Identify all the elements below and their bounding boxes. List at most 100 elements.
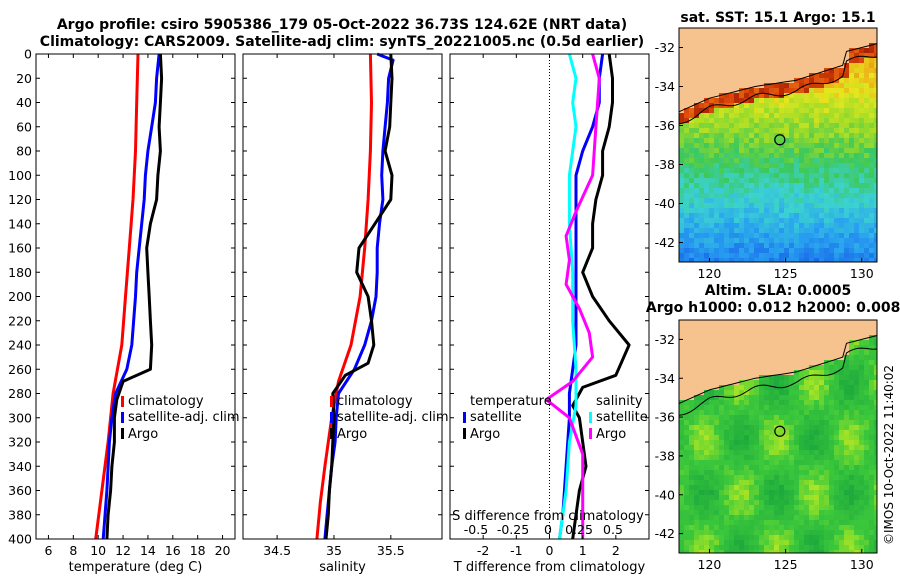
map-cell [799,365,804,370]
map-cell [729,198,734,203]
map-cell [829,405,834,410]
map-cell [784,450,789,455]
map-cell [779,320,784,325]
map-cell [694,470,699,475]
map-cell [864,395,869,400]
map-cell [784,340,789,345]
map-cell [864,470,869,475]
map-cell [679,420,684,425]
map-cell [819,365,824,370]
map-cell [869,385,874,390]
map-cell [854,470,859,475]
map-cell [769,490,774,495]
map-cell [734,183,739,188]
map-cell [709,340,714,345]
map-cell [684,118,689,123]
map-cell [789,83,794,88]
map-cell [704,410,709,415]
map-cell [739,390,744,395]
map-cell [804,103,809,108]
map-cell [699,450,704,455]
map-cell [829,465,834,470]
map-cell [809,28,814,33]
map-cell [794,400,799,405]
map-cell [754,133,759,138]
map-cell [834,550,839,553]
map-cell [869,515,874,520]
map-cell [719,158,724,163]
map-cell [774,475,779,480]
map-cell [759,365,764,370]
map-cell [844,38,849,43]
map-cell [764,143,769,148]
map-cell [709,420,714,425]
map-cell [814,53,819,58]
map-cell [769,248,774,253]
map-cell [849,108,854,113]
map-cell [789,243,794,248]
map-cell [824,425,829,430]
map-cell [749,153,754,158]
map-cell [734,320,739,325]
map-cell [799,53,804,58]
map-cell [809,510,814,515]
map-cell [774,480,779,485]
map-cell [749,103,754,108]
map-cell [724,248,729,253]
map-cell [744,520,749,525]
map-cell [864,138,869,143]
map-cell [719,540,724,545]
map-cell [759,248,764,253]
map-cell [784,198,789,203]
map-cell [874,535,877,540]
map-cell [704,480,709,485]
map-cell [839,158,844,163]
map-cell [739,370,744,375]
map-cell [739,365,744,370]
map-cell [744,495,749,500]
map-cell [754,370,759,375]
map-cell [829,450,834,455]
map-cell [704,63,709,68]
map-cell [874,63,877,68]
map-cell [679,163,684,168]
map-cell [779,505,784,510]
map-cell [774,445,779,450]
map-cell [689,530,694,535]
map-cell [684,365,689,370]
map-cell [824,500,829,505]
map-cell [854,143,859,148]
map-cell [849,63,854,68]
map-cell [814,108,819,113]
map-cell [759,530,764,535]
map-cell [854,183,859,188]
map-cell [829,375,834,380]
map-cell [764,223,769,228]
map-cell [764,103,769,108]
map-cell [794,390,799,395]
map-cell [704,465,709,470]
map-cell [844,138,849,143]
map-cell [684,98,689,103]
map-cell [864,223,869,228]
map-cell [719,173,724,178]
map-cell [734,168,739,173]
map-cell [739,28,744,33]
map-cell [864,330,869,335]
map-cell [804,183,809,188]
map-cell [774,370,779,375]
map-cell [799,198,804,203]
map-cell [719,410,724,415]
map-cell [799,540,804,545]
map-cell [809,198,814,203]
map-cell [844,108,849,113]
map-cell [859,510,864,515]
map-cell [809,188,814,193]
map-cell [874,320,877,325]
map-cell [684,108,689,113]
map-cell [874,365,877,370]
map-cell [739,158,744,163]
map-cell [744,53,749,58]
map-cell [774,113,779,118]
map-cell [714,163,719,168]
